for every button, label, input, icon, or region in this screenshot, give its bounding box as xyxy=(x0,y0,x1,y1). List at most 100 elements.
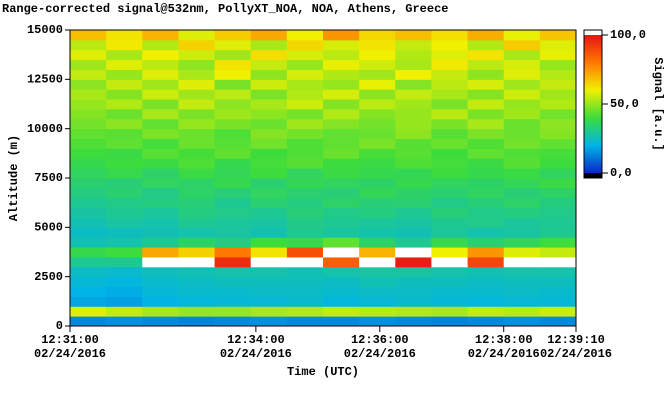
heatmap-cell xyxy=(503,89,541,100)
heatmap-cell xyxy=(503,118,541,130)
heatmap-cell xyxy=(214,89,252,100)
colorbar-tick-label: 100,0 xyxy=(610,28,646,42)
heatmap-cell xyxy=(539,197,577,209)
heatmap-cell xyxy=(250,296,288,307)
heatmap-cell xyxy=(142,158,179,169)
heatmap-cell xyxy=(467,99,505,110)
heatmap-cell xyxy=(395,69,432,80)
heatmap-cell xyxy=(250,227,288,238)
colorbar-tick-label: 50,0 xyxy=(610,97,639,111)
heatmap-cell xyxy=(431,79,469,90)
y-tick-label: 12500 xyxy=(27,73,63,87)
heatmap-cell xyxy=(467,227,505,238)
heatmap-cell xyxy=(359,316,396,327)
heatmap-cell xyxy=(178,316,216,327)
heatmap-cell xyxy=(467,89,505,100)
heatmap-cell xyxy=(467,138,505,149)
heatmap-cell xyxy=(142,79,179,90)
heatmap-cell xyxy=(214,266,252,278)
heatmap-cell xyxy=(70,128,107,140)
heatmap xyxy=(70,30,577,327)
colorbar-over xyxy=(584,30,602,35)
heatmap-cell xyxy=(178,79,216,90)
heatmap-cell xyxy=(142,30,179,41)
heatmap-cell xyxy=(286,316,324,327)
heatmap-cell xyxy=(395,306,432,317)
heatmap-cell xyxy=(503,237,541,248)
heatmap-cell xyxy=(323,138,360,149)
heatmap-cell xyxy=(395,178,432,189)
heatmap-cell xyxy=(359,69,396,80)
heatmap-cell xyxy=(395,138,432,149)
colorbar xyxy=(584,35,602,173)
heatmap-cell xyxy=(178,108,216,120)
heatmap-cell xyxy=(395,227,432,238)
heatmap-cell xyxy=(431,59,469,70)
heatmap-cell xyxy=(359,79,396,90)
heatmap-cell xyxy=(359,227,396,238)
heatmap-cell xyxy=(214,168,252,179)
heatmap-cell xyxy=(503,178,541,189)
heatmap-cell xyxy=(431,178,469,189)
y-tick-label: 5000 xyxy=(34,221,63,235)
heatmap-cell xyxy=(106,306,143,317)
heatmap-cell xyxy=(214,207,252,218)
heatmap-cell xyxy=(106,217,143,228)
heatmap-cell xyxy=(395,187,432,199)
heatmap-cell xyxy=(178,178,216,189)
heatmap-cell xyxy=(503,217,541,228)
heatmap-cell xyxy=(359,217,396,228)
heatmap-cell xyxy=(323,227,360,238)
heatmap-cell xyxy=(142,247,179,258)
heatmap-cell xyxy=(286,138,324,149)
heatmap-cell xyxy=(395,118,432,130)
heatmap-cell xyxy=(467,217,505,228)
heatmap-cell xyxy=(395,237,432,248)
heatmap-cell xyxy=(395,197,432,209)
heatmap-cell xyxy=(359,187,396,199)
heatmap-cell xyxy=(214,256,252,268)
heatmap-cell xyxy=(431,89,469,100)
heatmap-cell xyxy=(431,207,469,218)
y-axis-label: Altitude (m) xyxy=(7,135,21,221)
heatmap-cell xyxy=(359,207,396,218)
heatmap-cell xyxy=(503,168,541,179)
heatmap-cell xyxy=(395,39,432,51)
heatmap-cell xyxy=(106,266,143,278)
heatmap-cell xyxy=(286,128,324,140)
heatmap-cell xyxy=(178,99,216,110)
heatmap-cell xyxy=(250,128,288,140)
heatmap-cell xyxy=(323,30,360,41)
heatmap-cell xyxy=(539,89,577,100)
heatmap-cell xyxy=(359,30,396,41)
heatmap-cell xyxy=(323,197,360,209)
heatmap-cell xyxy=(286,187,324,199)
heatmap-cell xyxy=(539,69,577,80)
heatmap-cell xyxy=(359,108,396,120)
heatmap-cell xyxy=(323,296,360,307)
heatmap-cell xyxy=(106,128,143,140)
heatmap-cell xyxy=(106,69,143,80)
x-tick-label: 02/24/2016 xyxy=(540,347,612,361)
heatmap-cell xyxy=(286,148,324,159)
heatmap-cell xyxy=(142,148,179,159)
heatmap-cell xyxy=(431,316,469,327)
heatmap-cell xyxy=(214,108,252,120)
heatmap-cell xyxy=(70,237,107,248)
heatmap-cell xyxy=(106,197,143,209)
heatmap-cell xyxy=(323,108,360,120)
heatmap-cell xyxy=(214,59,252,70)
heatmap-cell xyxy=(395,266,432,278)
heatmap-cell xyxy=(467,39,505,51)
heatmap-cell xyxy=(323,237,360,248)
heatmap-cell xyxy=(359,138,396,149)
heatmap-cell xyxy=(467,306,505,317)
x-tick-label: 12:34:00 xyxy=(227,333,285,347)
heatmap-cell xyxy=(503,79,541,90)
heatmap-cell xyxy=(214,247,252,258)
heatmap-cell xyxy=(214,197,252,209)
heatmap-cell xyxy=(539,79,577,90)
heatmap-cell xyxy=(142,266,179,278)
heatmap-cell xyxy=(431,296,469,307)
